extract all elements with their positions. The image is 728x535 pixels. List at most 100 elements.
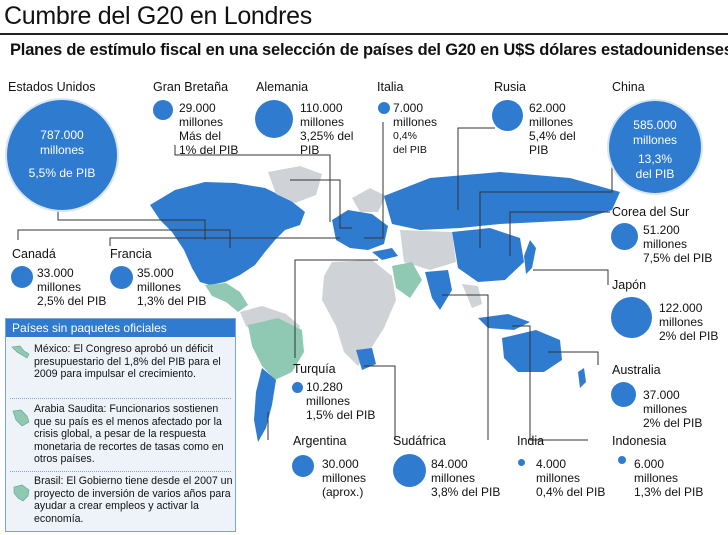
unit-corea: millones	[643, 237, 688, 251]
gdp-india: 0,4% del PIB	[536, 485, 606, 499]
greenland-land	[268, 166, 322, 203]
label-india: India	[517, 434, 545, 448]
bubble-turquia	[292, 382, 303, 393]
page-subtitle: Planes de estímulo fiscal en una selecci…	[10, 41, 728, 59]
se-asia-land	[462, 284, 482, 308]
unit-argentina: millones	[322, 471, 367, 485]
gdp-rusia-2: PIB	[529, 143, 549, 157]
text-india: 4.000 millones 0,4% del PIB	[536, 457, 605, 499]
gdp-alemania-1: 3,25% del	[300, 129, 354, 143]
bubble-indonesia	[618, 456, 626, 464]
leader-canada	[17, 229, 231, 248]
text-alemania: 110.000 millones 3,25% del PIB	[300, 101, 353, 157]
bubble-argentina	[292, 455, 314, 477]
leader-lines	[17, 122, 613, 441]
panel-brasil: Brasil: El Gobierno tiene desde el 2007 …	[34, 475, 233, 525]
russia-land	[384, 172, 620, 230]
leader-japon	[533, 269, 609, 285]
panel-title: Países sin paquetes oficiales	[6, 319, 235, 337]
bubble-text-china: 585.000 millones 13,3% del PIB	[607, 118, 703, 182]
panel-separator	[10, 398, 231, 399]
amount-alemania: 110.000	[300, 101, 343, 115]
label-corea: Corea del Sur	[612, 205, 690, 219]
unit-turquia: millones	[306, 394, 351, 408]
bubble-eeuu	[5, 98, 119, 212]
leader-alemania	[290, 179, 352, 229]
bubble-sudafrica	[393, 454, 426, 487]
gdp-indonesia: 1,3% del PIB	[634, 485, 704, 499]
bubble-canada	[11, 266, 33, 288]
label-australia: Australia	[612, 363, 661, 377]
amount-sudafrica: 84.000	[431, 457, 468, 471]
bubble-japon	[611, 297, 652, 338]
leader-australia	[548, 351, 599, 365]
label-italia: Italia	[377, 80, 404, 94]
europe-land	[332, 210, 388, 250]
gdp-australia: 2% del PIB	[643, 416, 703, 430]
gdp-eeuu: 5,5% de PIB	[28, 166, 96, 180]
africa-land	[322, 260, 396, 366]
gdp-italia-2: del PIB	[393, 144, 427, 156]
north-america-land	[150, 182, 305, 285]
text-australia: 37.000 millones 2% del PIB	[643, 388, 702, 430]
leader-sudafrica	[364, 365, 396, 440]
text-indonesia: 6.000 millones 1,3% del PIB	[634, 457, 703, 499]
gdp-gran-bretana-1: Más del	[179, 129, 222, 143]
new-zealand-land	[578, 368, 586, 388]
bubble-gran-bretana	[153, 100, 173, 120]
amount-rusia: 62.000	[529, 101, 566, 115]
arabia-land	[392, 262, 422, 298]
leader-corea	[509, 211, 610, 256]
amount-argentina: 30.000	[322, 457, 359, 471]
bubble-italia	[378, 102, 390, 114]
text-gran-bretana: 29.000 millones Más del 1% del PIB	[179, 101, 238, 157]
amount-italia: 7.000	[393, 101, 424, 115]
brasil-map-icon	[13, 484, 30, 502]
text-japon: 122.000 millones 2% del PIB	[659, 301, 718, 343]
gdp-gran-bretana-2: 1% del PIB	[179, 143, 239, 157]
leader-india	[442, 294, 489, 440]
leader-turquia	[294, 259, 378, 358]
scandinavia-land	[352, 188, 386, 212]
no-package-panel: Países sin paquetes oficiales México: El…	[5, 318, 236, 532]
bubble-alemania	[255, 100, 293, 138]
bubble-text-eeuu: 787.000 millones 5,5% de PIB	[5, 128, 119, 181]
label-indonesia: Indonesia	[612, 434, 667, 448]
australia-land	[502, 330, 562, 372]
gdp-sudafrica: 3,8% del PIB	[431, 485, 501, 499]
leader-francia	[109, 237, 340, 246]
leader-rusia	[457, 127, 495, 210]
label-canada: Canadá	[12, 247, 56, 261]
panel-separator	[10, 471, 231, 472]
unit-sudafrica: millones	[431, 471, 476, 485]
text-italia: 7.000 millones 0,4% del PIB	[393, 101, 437, 157]
gdp-argentina: (aprox.)	[322, 485, 364, 499]
amount-canada: 33.000	[37, 266, 74, 280]
label-gran-bretana: Gran Bretaña	[153, 80, 229, 94]
leader-italia	[364, 122, 384, 239]
gdp-china-1: 13,3%	[637, 152, 673, 166]
panel-mexico: México: El Congreso aprobó un déficit pr…	[34, 343, 221, 381]
unit-italia: millones	[393, 115, 438, 129]
gdp-turquia: 1,5% del PIB	[306, 408, 376, 422]
gdp-italia-1: 0,4%	[393, 130, 417, 142]
japan-land	[524, 240, 536, 274]
unit-japon: millones	[659, 315, 704, 329]
amount-japon: 122.000	[659, 301, 703, 315]
unit-francia: millones	[137, 280, 182, 294]
text-argentina: 30.000 millones (aprox.)	[322, 457, 366, 499]
label-japon: Japón	[612, 278, 647, 292]
leader-indonesia	[512, 325, 588, 441]
label-alemania: Alemania	[256, 80, 309, 94]
gdp-japon: 2% del PIB	[659, 329, 719, 343]
gdp-alemania-2: PIB	[300, 143, 320, 157]
bubble-india	[518, 459, 525, 466]
text-canada: 33.000 millones 2,5% del PIB	[37, 266, 106, 308]
arabia-map-icon	[12, 409, 30, 427]
leader-china	[479, 150, 613, 248]
amount-turquia: 10.280	[306, 380, 343, 394]
south-africa-land	[356, 348, 376, 370]
unit-gran-bretana: millones	[179, 115, 224, 129]
gdp-canada: 2,5% del PIB	[37, 294, 107, 308]
label-china: China	[612, 80, 645, 94]
